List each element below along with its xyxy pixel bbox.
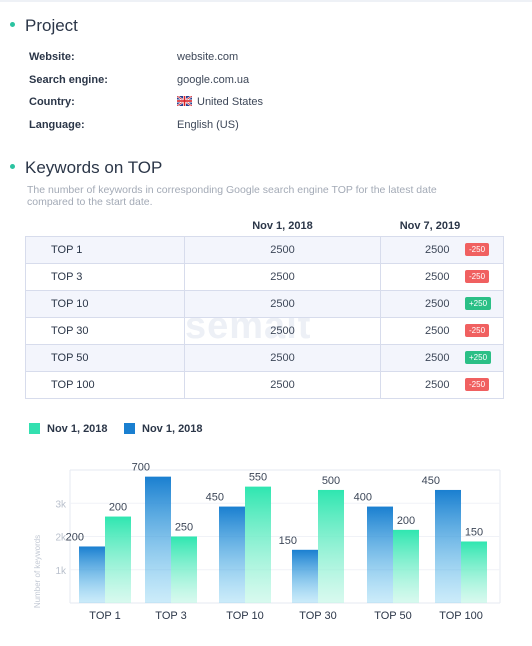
bar <box>145 476 171 603</box>
change-badge: +250 <box>465 297 492 310</box>
website-label: Website: <box>29 51 75 63</box>
keywords-table: TOP 1 2500 2500 -250 TOP 3 2500 2500 -250 … <box>25 236 504 399</box>
legend-item-start[interactable]: Nov 1, 2018 <box>29 423 108 435</box>
data-label: 500 <box>322 475 340 487</box>
x-tick-label: TOP 30 <box>299 610 337 622</box>
bar <box>435 489 461 603</box>
end-cell: 2500 -250 <box>380 371 504 399</box>
bar <box>318 489 344 603</box>
column-header-end: Nov 7, 2019 <box>399 220 461 232</box>
legend-label: Nov 1, 2018 <box>142 423 203 435</box>
keywords-description: The number of keywords in corresponding … <box>27 184 437 208</box>
bullet-icon <box>10 22 15 28</box>
data-label: 150 <box>465 526 483 538</box>
start-value: 2500 <box>184 344 381 372</box>
legend-swatch <box>124 423 135 434</box>
change-badge: +250 <box>465 351 492 364</box>
bar <box>105 516 131 603</box>
table-row: TOP 10 2500 2500 +250 <box>25 290 504 318</box>
country-label: Country: <box>29 96 75 108</box>
legend-swatch <box>29 423 40 434</box>
change-badge: -250 <box>465 324 490 337</box>
row-label: TOP 3 <box>25 263 185 291</box>
language-label: Language: <box>29 119 85 131</box>
row-label: TOP 10 <box>25 290 185 318</box>
column-header-start: Nov 1, 2018 <box>252 220 313 232</box>
data-label: 450 <box>422 475 440 487</box>
data-label: 200 <box>109 502 127 514</box>
language-value: English (US) <box>177 119 239 131</box>
data-label: 250 <box>175 522 193 534</box>
end-value: 2500 <box>425 244 450 256</box>
row-label: TOP 100 <box>25 371 185 399</box>
start-value: 2500 <box>184 263 381 291</box>
row-label: TOP 50 <box>25 344 185 372</box>
search-engine-value: google.com.ua <box>177 74 250 86</box>
legend-label: Nov 1, 2018 <box>47 423 108 435</box>
y-tick-label: 3k <box>55 499 67 510</box>
uk-flag-icon <box>177 96 192 106</box>
end-cell: 2500 -250 <box>380 263 504 291</box>
start-value: 2500 <box>184 236 381 264</box>
project-title: Project <box>10 16 78 36</box>
end-value: 2500 <box>425 352 450 364</box>
table-row: TOP 50 2500 2500 +250 <box>25 344 504 372</box>
end-value: 2500 <box>425 298 450 310</box>
end-value: 2500 <box>425 379 450 391</box>
website-value: website.com <box>177 51 239 63</box>
data-label: 150 <box>279 535 297 547</box>
search-engine-label: Search engine: <box>29 74 108 86</box>
y-tick-label: 1k <box>55 566 67 577</box>
bar <box>219 506 245 603</box>
bar <box>245 486 271 603</box>
end-cell: 2500 -250 <box>380 236 504 264</box>
keywords-bar-chart: 1k 2k 3k Number of keywords 200 200 TOP 1 700 25… <box>33 462 501 622</box>
row-label: TOP 30 <box>25 317 185 345</box>
start-value: 2500 <box>184 317 381 345</box>
start-value: 2500 <box>184 371 381 399</box>
bar <box>79 546 105 603</box>
table-row: TOP 1 2500 2500 -250 <box>25 236 504 264</box>
end-value: 2500 <box>425 325 450 337</box>
end-cell: 2500 +250 <box>380 344 504 372</box>
change-badge: -250 <box>465 243 490 256</box>
top-divider <box>0 0 532 2</box>
project-title-text: Project <box>25 16 78 35</box>
change-badge: -250 <box>465 378 490 391</box>
row-label: TOP 1 <box>25 236 185 264</box>
x-tick-label: TOP 50 <box>374 610 412 622</box>
data-label: 550 <box>249 472 267 484</box>
end-cell: 2500 +250 <box>380 290 504 318</box>
x-tick-label: TOP 3 <box>155 610 186 622</box>
keywords-title-text: Keywords on TOP <box>25 158 163 177</box>
bar <box>292 549 318 603</box>
data-label: 400 <box>354 492 372 504</box>
y-axis-label: Number of keywords <box>33 535 42 608</box>
end-cell: 2500 -250 <box>380 317 504 345</box>
end-value: 2500 <box>425 271 450 283</box>
country-text: United States <box>197 96 264 108</box>
table-row: TOP 100 2500 2500 -250 <box>25 371 504 399</box>
bullet-icon <box>10 164 15 170</box>
legend-item-end[interactable]: Nov 1, 2018 <box>124 423 203 435</box>
table-row: TOP 30 2500 2500 -250 <box>25 317 504 345</box>
country-value: United States <box>177 96 263 108</box>
x-tick-label: TOP 100 <box>439 610 483 622</box>
x-tick-label: TOP 1 <box>89 610 120 622</box>
keywords-title: Keywords on TOP <box>10 158 162 178</box>
change-badge: -250 <box>465 270 490 283</box>
table-row: TOP 3 2500 2500 -250 <box>25 263 504 291</box>
bar <box>171 536 197 603</box>
data-label: 200 <box>66 531 84 543</box>
x-tick-label: TOP 10 <box>226 610 264 622</box>
data-label: 200 <box>397 515 415 527</box>
bar <box>461 541 487 603</box>
y-tick-label: 2k <box>55 533 67 544</box>
bar <box>393 529 419 603</box>
data-label: 700 <box>132 462 150 474</box>
data-label: 450 <box>206 492 224 504</box>
bar <box>367 506 393 603</box>
start-value: 2500 <box>184 290 381 318</box>
